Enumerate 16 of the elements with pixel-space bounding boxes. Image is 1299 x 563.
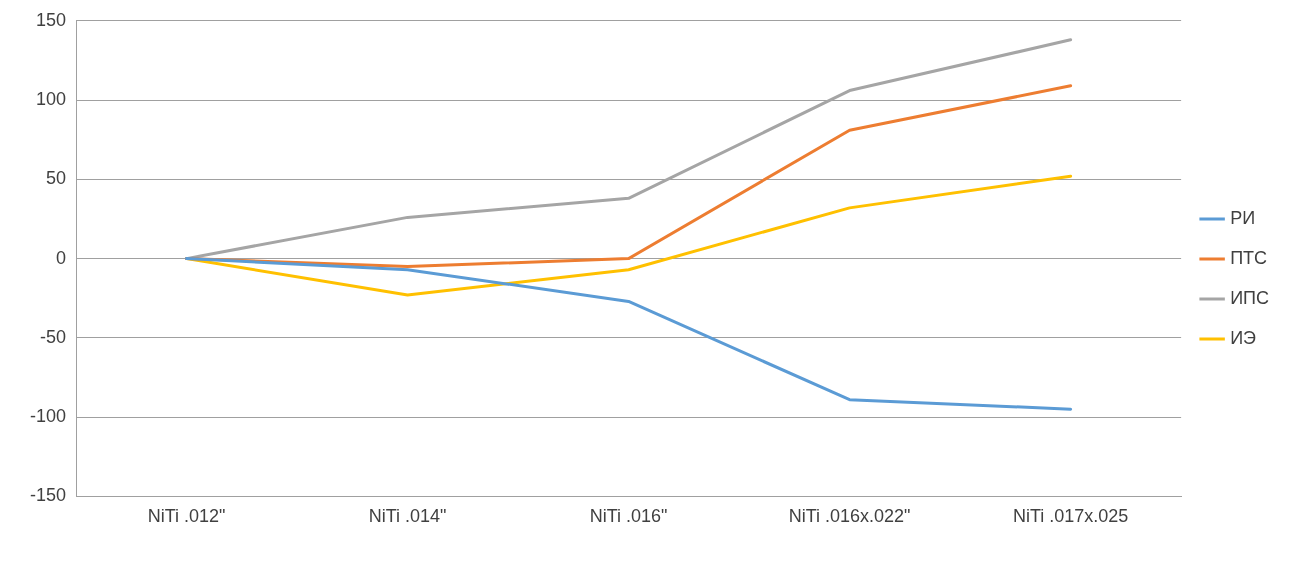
y-tick-label: -100 <box>30 406 67 427</box>
x-tick-label: NiTi .016x.022" <box>788 506 911 527</box>
legend-label: ИЭ <box>1230 327 1257 348</box>
x-tick-label: NiTi .016" <box>589 506 668 527</box>
y-tick-label: 50 <box>46 168 67 189</box>
legend-label: РИ <box>1230 207 1256 228</box>
x-tick-label: NiTi .014" <box>368 506 447 527</box>
y-tick-label: -50 <box>40 326 67 347</box>
y-tick-label: -150 <box>30 485 67 506</box>
legend-label: ИПС <box>1230 287 1269 308</box>
y-tick-label: 150 <box>35 9 67 30</box>
legend-label: ПТС <box>1230 247 1268 268</box>
x-tick-label: NiTi .017x.025 <box>1012 506 1129 527</box>
y-tick-label: 0 <box>56 247 67 268</box>
x-tick-label: NiTi .012" <box>147 506 226 527</box>
y-tick-label: 100 <box>35 89 67 110</box>
